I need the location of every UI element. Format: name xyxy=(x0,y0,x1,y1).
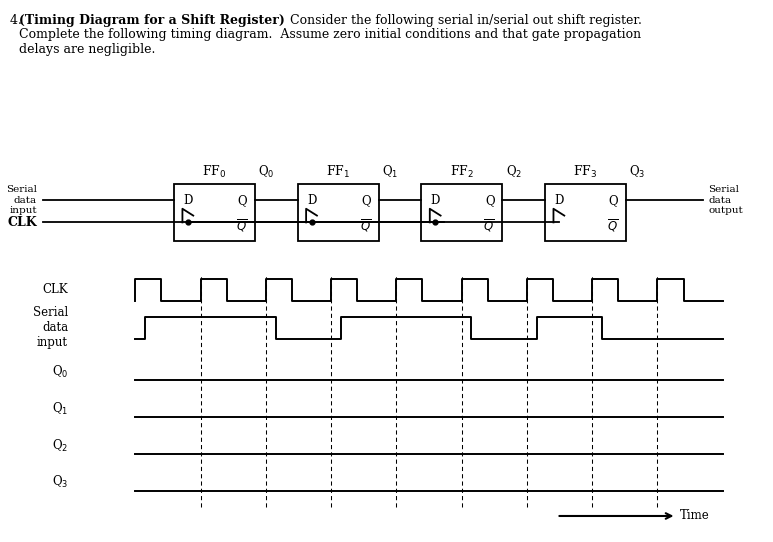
Text: Q$_1$: Q$_1$ xyxy=(382,164,398,180)
Text: Q$_3$: Q$_3$ xyxy=(629,164,645,180)
Text: Consider the following serial in/serial out shift register.: Consider the following serial in/serial … xyxy=(286,14,642,27)
Bar xyxy=(545,184,626,241)
Text: D: D xyxy=(554,193,564,207)
Text: $\overline{Q}$: $\overline{Q}$ xyxy=(607,217,618,234)
Text: Q$_0$: Q$_0$ xyxy=(258,164,274,180)
Text: Q: Q xyxy=(609,193,618,207)
Text: Complete the following timing diagram.  Assume zero initial conditions and that : Complete the following timing diagram. A… xyxy=(19,28,642,41)
Text: Q$_0$: Q$_0$ xyxy=(52,364,68,380)
Bar xyxy=(298,184,379,241)
Text: Time: Time xyxy=(680,509,710,522)
Text: $\overline{Q}$: $\overline{Q}$ xyxy=(236,217,247,234)
Bar xyxy=(421,184,502,241)
Text: FF$_0$: FF$_0$ xyxy=(203,164,226,180)
Text: Q$_1$: Q$_1$ xyxy=(52,401,68,417)
Text: 4.: 4. xyxy=(10,14,26,27)
Text: Q$_2$: Q$_2$ xyxy=(52,437,68,454)
Text: FF$_2$: FF$_2$ xyxy=(450,164,474,180)
Text: Serial
data
output: Serial data output xyxy=(708,185,743,215)
Text: $\overline{Q}$: $\overline{Q}$ xyxy=(359,217,371,234)
Text: CLK: CLK xyxy=(8,216,37,229)
Text: Q: Q xyxy=(238,193,247,207)
Text: D: D xyxy=(431,193,440,207)
Text: Q$_3$: Q$_3$ xyxy=(52,474,68,491)
Text: Serial
data
input: Serial data input xyxy=(32,306,68,350)
Text: Q$_2$: Q$_2$ xyxy=(506,164,522,180)
Text: $\overline{Q}$: $\overline{Q}$ xyxy=(483,217,495,234)
Text: delays are negligible.: delays are negligible. xyxy=(19,43,155,56)
Text: (Timing Diagram for a Shift Register): (Timing Diagram for a Shift Register) xyxy=(19,14,285,27)
Bar xyxy=(174,184,255,241)
Text: Q: Q xyxy=(362,193,371,207)
Text: FF$_3$: FF$_3$ xyxy=(574,164,598,180)
Text: D: D xyxy=(307,193,316,207)
Text: D: D xyxy=(183,193,192,207)
Text: CLK: CLK xyxy=(43,283,68,296)
Text: Serial
data
input: Serial data input xyxy=(6,185,37,215)
Text: Q: Q xyxy=(485,193,495,207)
Text: FF$_1$: FF$_1$ xyxy=(326,164,350,180)
